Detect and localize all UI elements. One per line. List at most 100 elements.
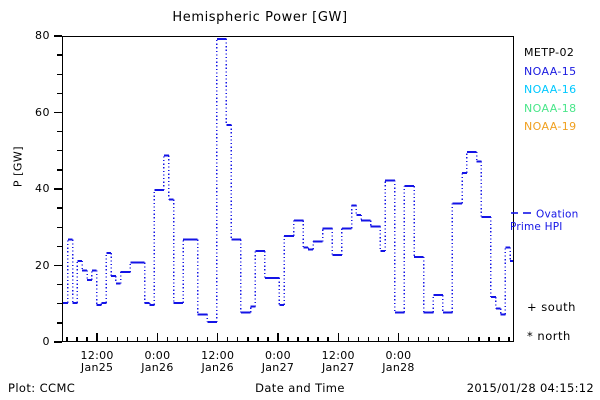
x-tick-minor	[176, 337, 179, 342]
y-tick-major	[54, 111, 62, 114]
plot-area	[62, 36, 514, 342]
x-tick-major	[397, 333, 400, 342]
y-tick-minor	[57, 54, 62, 56]
x-tick-time: 12:00	[80, 349, 114, 362]
x-tick-minor	[76, 337, 78, 342]
x-tick-minor	[327, 337, 329, 342]
y-tick-major	[54, 264, 62, 267]
legend-south-label: south	[541, 300, 576, 314]
x-tick-minor	[468, 337, 470, 342]
y-tick-label: 40	[35, 182, 50, 195]
x-tick-date: Jan27	[261, 361, 295, 374]
x-tick-minor	[196, 337, 199, 342]
legend-ovation-prime-hpi: Ovation Prime HPI	[510, 208, 600, 233]
plus-icon: +	[527, 300, 538, 314]
x-tick-major	[156, 333, 159, 342]
x-tick-date: Jan28	[382, 361, 415, 374]
y-tick-minor	[57, 283, 62, 286]
x-tick-minor	[387, 337, 390, 342]
x-tick-major	[216, 333, 219, 342]
x-tick-minor	[437, 337, 440, 342]
x-tick-minor	[146, 337, 149, 342]
y-tick-label: 20	[35, 258, 50, 272]
x-tick-minor	[427, 337, 430, 342]
x-tick-minor	[237, 337, 239, 342]
x-tick-minor	[166, 337, 169, 342]
legend-ovation-line1: Ovation	[536, 208, 579, 221]
x-tick-date: Jan27	[321, 361, 355, 374]
legend-north-label: north	[537, 329, 571, 343]
x-axis-label: Date and Time	[255, 381, 345, 395]
asterisk-icon: *	[527, 329, 534, 343]
y-tick-label: 80	[35, 29, 50, 42]
x-tick-minor	[66, 337, 68, 342]
legend-dash-icon	[510, 208, 536, 221]
x-tick-minor	[498, 337, 500, 342]
x-tick-minor	[116, 337, 118, 342]
x-tick-label: 0:00 Jan28	[358, 350, 438, 374]
legend-ovation-line2: Prime HPI	[510, 220, 563, 233]
x-tick-minor	[136, 337, 139, 342]
y-tick-major	[54, 188, 62, 190]
y-tick-minor	[57, 169, 62, 171]
x-tick-minor	[297, 337, 299, 342]
y-tick-minor	[57, 303, 62, 305]
x-tick-minor	[377, 337, 380, 342]
x-tick-minor	[257, 337, 259, 342]
y-tick-minor	[57, 226, 62, 228]
y-tick-minor	[57, 92, 62, 95]
x-tick-minor	[186, 337, 189, 342]
x-tick-minor	[307, 337, 309, 342]
y-tick-minor	[57, 73, 62, 75]
x-tick-time: 0:00	[265, 349, 291, 362]
x-tick-time: 12:00	[321, 349, 355, 362]
x-tick-label: 12:00 Jan26	[178, 350, 258, 374]
x-tick-time: 0:00	[385, 349, 412, 362]
page-title: Hemispheric Power [GW]	[172, 10, 348, 25]
x-tick-minor	[126, 337, 128, 342]
x-tick-minor	[508, 337, 510, 342]
x-tick-minor	[287, 337, 289, 342]
x-tick-minor	[227, 337, 229, 342]
y-tick-major	[54, 341, 62, 343]
x-tick-minor	[267, 337, 269, 342]
x-tick-minor	[317, 337, 319, 342]
x-tick-minor	[86, 337, 88, 342]
timestamp: 2015/01/28 04:15:12	[466, 381, 594, 395]
data-series-ovation-prime-hpi	[63, 37, 513, 323]
x-tick-minor	[407, 337, 410, 342]
y-tick-minor	[57, 245, 62, 248]
x-tick-date: Jan26	[201, 361, 234, 374]
x-tick-date: Jan26	[141, 361, 174, 374]
legend-item-noaa-18: NOAA-18	[524, 101, 577, 115]
x-tick-date: Jan25	[80, 361, 114, 374]
x-tick-minor	[247, 337, 249, 342]
x-tick-major	[277, 333, 279, 342]
plot-credit: Plot: CCMC	[8, 381, 76, 395]
y-tick-minor	[57, 150, 62, 152]
y-tick-label: 0	[42, 335, 50, 348]
y-tick-major	[54, 35, 62, 37]
x-tick-minor	[206, 337, 209, 342]
legend-item-noaa-19: NOAA-19	[524, 120, 577, 134]
legend-item-noaa-16: NOAA-16	[524, 83, 577, 97]
y-tick-minor	[57, 130, 62, 133]
x-tick-label: 0:00 Jan27	[238, 350, 318, 374]
x-tick-label: 12:00 Jan25	[57, 350, 137, 374]
y-tick-minor	[57, 207, 62, 209]
x-tick-label: 12:00 Jan27	[298, 350, 378, 374]
y-tick-minor	[57, 322, 62, 324]
x-tick-major	[96, 333, 98, 342]
legend-item-metp-02: METP-02	[524, 46, 575, 59]
y-tick-label: 60	[35, 105, 50, 119]
x-tick-minor	[357, 337, 359, 342]
x-tick-minor	[488, 337, 490, 342]
x-tick-major	[337, 333, 339, 342]
x-tick-minor	[448, 337, 450, 342]
legend-marker-south: + south	[527, 300, 576, 314]
x-tick-label: 0:00 Jan26	[117, 350, 197, 374]
legend-marker-north: * north	[527, 329, 571, 343]
x-tick-time: 0:00	[144, 349, 171, 362]
x-tick-minor	[417, 337, 420, 342]
